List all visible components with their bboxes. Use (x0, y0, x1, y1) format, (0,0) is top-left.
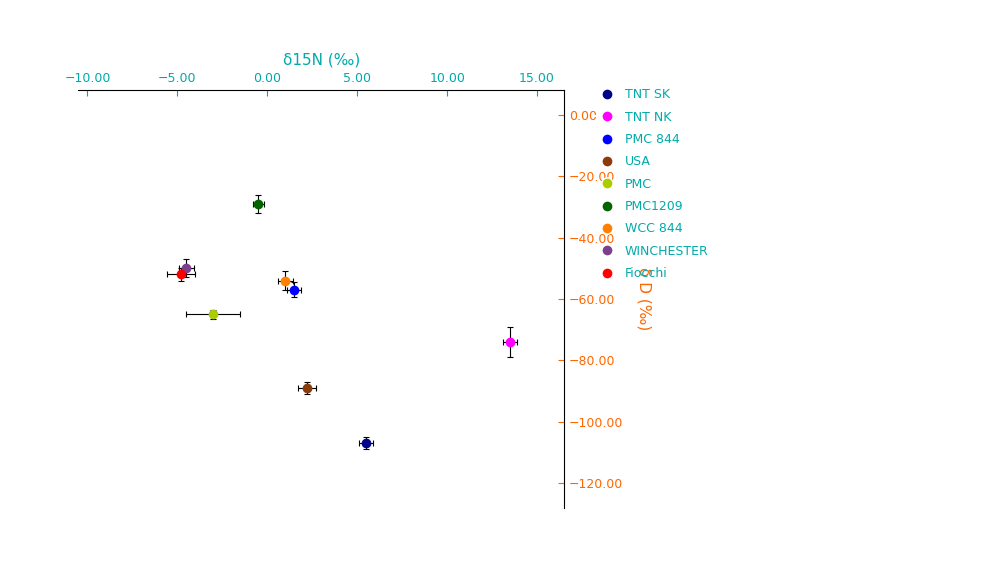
X-axis label: δ15N (‰): δ15N (‰) (283, 52, 360, 67)
Legend: TNT SK, TNT NK, PMC 844, USA, PMC, PMC1209, WCC 844, WINCHESTER, Fiocchi: TNT SK, TNT NK, PMC 844, USA, PMC, PMC12… (594, 88, 708, 280)
Y-axis label: δ D (‰): δ D (‰) (636, 267, 651, 331)
